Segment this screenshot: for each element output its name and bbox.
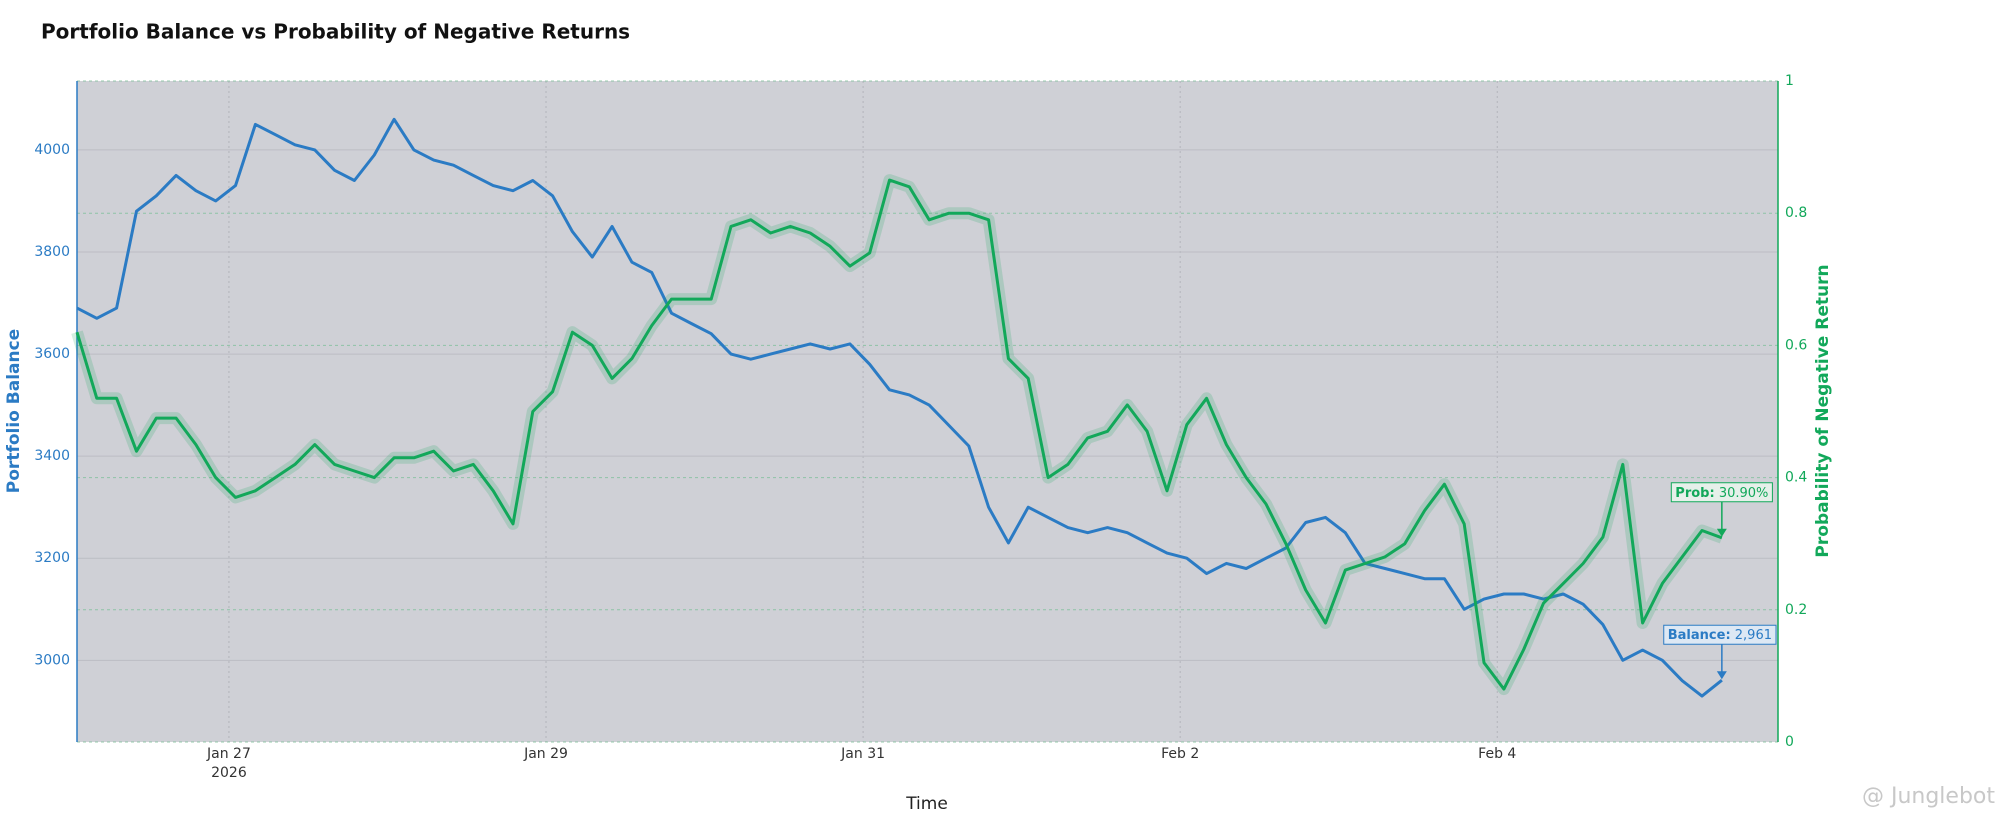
x-axis-title: Time	[905, 794, 948, 814]
x-tick-label: Jan 27	[206, 746, 251, 762]
y2-tick-label: 0	[1785, 734, 1794, 750]
y2-tick-label: 0.6	[1785, 337, 1807, 353]
y-tick-label: 3000	[34, 652, 70, 668]
y-tick-label: 3400	[34, 448, 70, 464]
annotation-value: 2,961	[1735, 628, 1772, 643]
series-line	[75, 178, 1723, 691]
y-tick-label: 3600	[34, 346, 70, 362]
chart-title: Portfolio Balance vs Probability of Nega…	[41, 20, 630, 44]
y2-tick-label: 0.2	[1785, 602, 1807, 618]
y-tick-label: 3800	[34, 244, 70, 260]
y-tick-label: 3200	[34, 550, 70, 566]
annotation-arrowhead	[1716, 528, 1727, 537]
annotation-box	[1663, 624, 1777, 645]
watermark: @ Junglebot	[1862, 784, 1995, 809]
y-axis-title: Portfolio Balance	[4, 329, 24, 493]
y-tick-label: 4000	[34, 142, 70, 158]
annotation: Prob: 30.90%	[1670, 482, 1773, 537]
annotation-box	[1670, 482, 1773, 503]
x-tick-label: Feb 2	[1161, 746, 1199, 762]
x-tick-year: 2026	[211, 765, 247, 781]
y2-axis-title: Probability of Negative Return	[1813, 264, 1833, 557]
annotation-label: Prob:	[1675, 485, 1714, 500]
series-line	[76, 117, 1723, 698]
plot-area	[77, 81, 1778, 742]
annotation-value: 30.90%	[1719, 485, 1769, 500]
annotation-text: Balance: 2,961	[1668, 628, 1772, 643]
annotation-text: Prob: 30.90%	[1675, 485, 1768, 500]
annotation-label: Balance:	[1668, 628, 1731, 643]
y2-tick-label: 1	[1785, 73, 1794, 89]
x-tick-label: Jan 29	[523, 746, 568, 762]
y2-tick-label: 0.4	[1785, 470, 1807, 486]
annotation: Balance: 2,961	[1663, 624, 1777, 680]
x-tick-label: Jan 31	[840, 746, 885, 762]
x-tick-label: Feb 4	[1478, 746, 1516, 762]
annotation-arrowhead	[1716, 671, 1727, 680]
y2-tick-label: 0.8	[1785, 205, 1807, 221]
